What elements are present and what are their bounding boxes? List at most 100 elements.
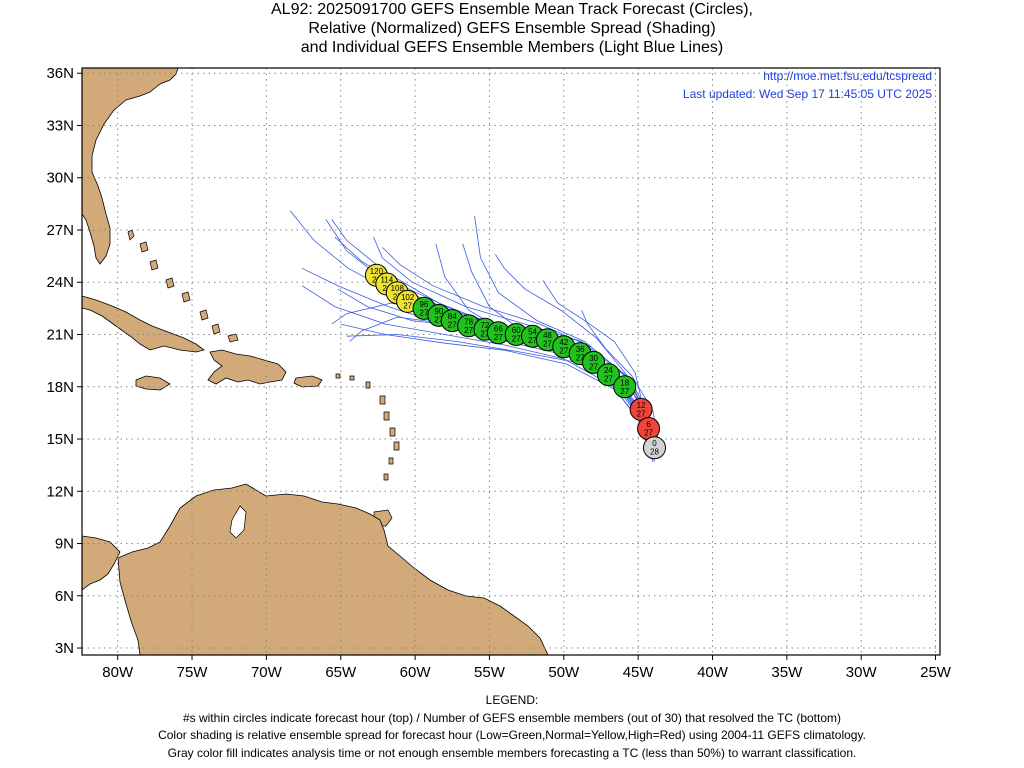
land-south-america bbox=[117, 483, 549, 655]
land-layer bbox=[82, 68, 549, 655]
legend: LEGEND: #s within circles indicate forec… bbox=[0, 692, 1024, 762]
lon-tick-label: 75W bbox=[177, 664, 209, 681]
lat-tick-label: 24N bbox=[46, 274, 74, 291]
credit-url: http://moe.met.fsu.edu/tcspread bbox=[763, 69, 932, 83]
land-cuba bbox=[82, 295, 205, 353]
lat-tick-label: 9N bbox=[55, 536, 74, 553]
graticule bbox=[82, 68, 940, 655]
member-count-label: 27 bbox=[644, 429, 653, 438]
credit-updated: Last updated: Wed Sep 17 11:45:05 UTC 20… bbox=[683, 87, 932, 101]
member-count-label: 28 bbox=[650, 448, 659, 457]
member-count-label: 27 bbox=[604, 375, 613, 384]
forecast-hour-label: 42 bbox=[559, 338, 568, 347]
forecast-hour-label: 96 bbox=[420, 300, 429, 309]
forecast-hour-label: 102 bbox=[401, 293, 415, 302]
land-north-america bbox=[82, 68, 179, 265]
track-map: 1202611426108271022796279027842778277227… bbox=[46, 65, 952, 681]
lon-tick-label: 45W bbox=[623, 664, 655, 681]
legend-line-1: #s within circles indicate forecast hour… bbox=[182, 710, 842, 725]
member-count-label: 27 bbox=[403, 301, 412, 310]
member-count-label: 27 bbox=[576, 354, 585, 363]
lat-tick-label: 3N bbox=[55, 640, 74, 657]
forecast-hour-label: 24 bbox=[604, 366, 613, 375]
forecast-hour-label: 114 bbox=[380, 275, 393, 284]
lon-tick-label: 40W bbox=[697, 664, 729, 681]
member-count-label: 27 bbox=[420, 308, 429, 317]
legend-heading: LEGEND: bbox=[485, 693, 539, 707]
member-count-label: 27 bbox=[512, 335, 521, 344]
map-frame bbox=[81, 67, 941, 656]
forecast-hour-label: 60 bbox=[512, 326, 521, 335]
lon-tick-label: 55W bbox=[474, 664, 506, 681]
track-circle bbox=[582, 350, 606, 374]
land-puerto-rico bbox=[293, 375, 323, 388]
member-count-label: 27 bbox=[448, 321, 457, 330]
member-count-label: 27 bbox=[464, 326, 473, 335]
forecast-hour-label: 54 bbox=[528, 328, 537, 337]
forecast-hour-label: 84 bbox=[448, 312, 457, 321]
lat-tick-label: 15N bbox=[46, 431, 74, 448]
track-circle bbox=[642, 436, 666, 460]
lat-tick-label: 33N bbox=[46, 117, 74, 134]
latitude-axis: 36N 33N 30N 27N 24N 21N 18N 15N 12N 9N 6N 3N bbox=[46, 65, 82, 657]
lon-tick-label: 70W bbox=[251, 664, 283, 681]
member-count-label: 27 bbox=[481, 329, 490, 338]
forecast-hour-label: 6 bbox=[646, 420, 651, 429]
lat-tick-label: 21N bbox=[46, 327, 74, 344]
track-point: 028 bbox=[642, 436, 666, 460]
lake-maracaibo bbox=[229, 505, 247, 539]
forecast-hour-label: 30 bbox=[589, 354, 598, 363]
member-count-label: 27 bbox=[589, 362, 598, 371]
forecast-hour-label: 12 bbox=[637, 401, 646, 410]
member-count-label: 27 bbox=[528, 336, 537, 345]
lon-tick-label: 25W bbox=[920, 664, 952, 681]
forecast-hour-label: 48 bbox=[543, 331, 552, 340]
lat-tick-label: 36N bbox=[46, 65, 74, 82]
ensemble-mean-track: 1202611426108271022796279027842778277227… bbox=[364, 263, 666, 460]
member-count-label: 27 bbox=[559, 347, 568, 356]
lon-tick-label: 30W bbox=[846, 664, 878, 681]
land-bahamas bbox=[127, 229, 239, 343]
legend-line-2: Color shading is relative ensemble sprea… bbox=[158, 728, 866, 742]
legend-line-3: Gray color fill indicates analysis time … bbox=[167, 745, 857, 760]
forecast-hour-label: 78 bbox=[464, 317, 473, 326]
member-track-line bbox=[581, 309, 661, 453]
track-circle bbox=[596, 363, 620, 387]
lon-tick-label: 35W bbox=[771, 664, 803, 681]
lat-tick-label: 30N bbox=[46, 170, 74, 187]
land-lesser-antilles bbox=[335, 373, 400, 481]
title-line-3: and Individual GEFS Ensemble Members (Li… bbox=[300, 39, 724, 56]
track-point: 627 bbox=[637, 417, 661, 441]
track-circle bbox=[613, 375, 637, 399]
forecast-hour-label: 18 bbox=[620, 378, 629, 387]
forecast-hour-label: 72 bbox=[481, 321, 490, 330]
land-central-america bbox=[82, 535, 121, 591]
lon-tick-label: 80W bbox=[102, 664, 134, 681]
lon-tick-label: 60W bbox=[400, 664, 432, 681]
forecast-hour-label: 36 bbox=[576, 345, 585, 354]
lon-tick-label: 50W bbox=[548, 664, 580, 681]
title-line-1: AL92: 2025091700 GEFS Ensemble Mean Trac… bbox=[271, 1, 753, 18]
forecast-hour-label: 120 bbox=[370, 267, 384, 276]
member-count-label: 27 bbox=[434, 315, 443, 324]
member-count-label: 27 bbox=[494, 333, 503, 342]
member-count-label: 27 bbox=[620, 387, 629, 396]
forecast-hour-label: 90 bbox=[434, 307, 443, 316]
forecast-hour-label: 0 bbox=[652, 439, 657, 448]
chart-title: AL92: 2025091700 GEFS Ensemble Mean Trac… bbox=[0, 0, 1024, 57]
land-hispaniola bbox=[207, 349, 287, 385]
lat-tick-label: 12N bbox=[46, 483, 74, 500]
lat-tick-label: 18N bbox=[46, 379, 74, 396]
lon-tick-label: 65W bbox=[325, 664, 357, 681]
lat-tick-label: 27N bbox=[46, 222, 74, 239]
lat-tick-label: 6N bbox=[55, 588, 74, 605]
member-count-label: 27 bbox=[637, 409, 646, 418]
title-line-2: Relative (Normalized) GEFS Ensemble Spre… bbox=[308, 20, 716, 37]
member-count-label: 27 bbox=[543, 340, 552, 349]
longitude-axis: 80W 75W 70W 65W 60W 55W 50W 45W 40W 35W 30W 25W bbox=[102, 655, 952, 681]
forecast-hour-label: 66 bbox=[494, 324, 503, 333]
